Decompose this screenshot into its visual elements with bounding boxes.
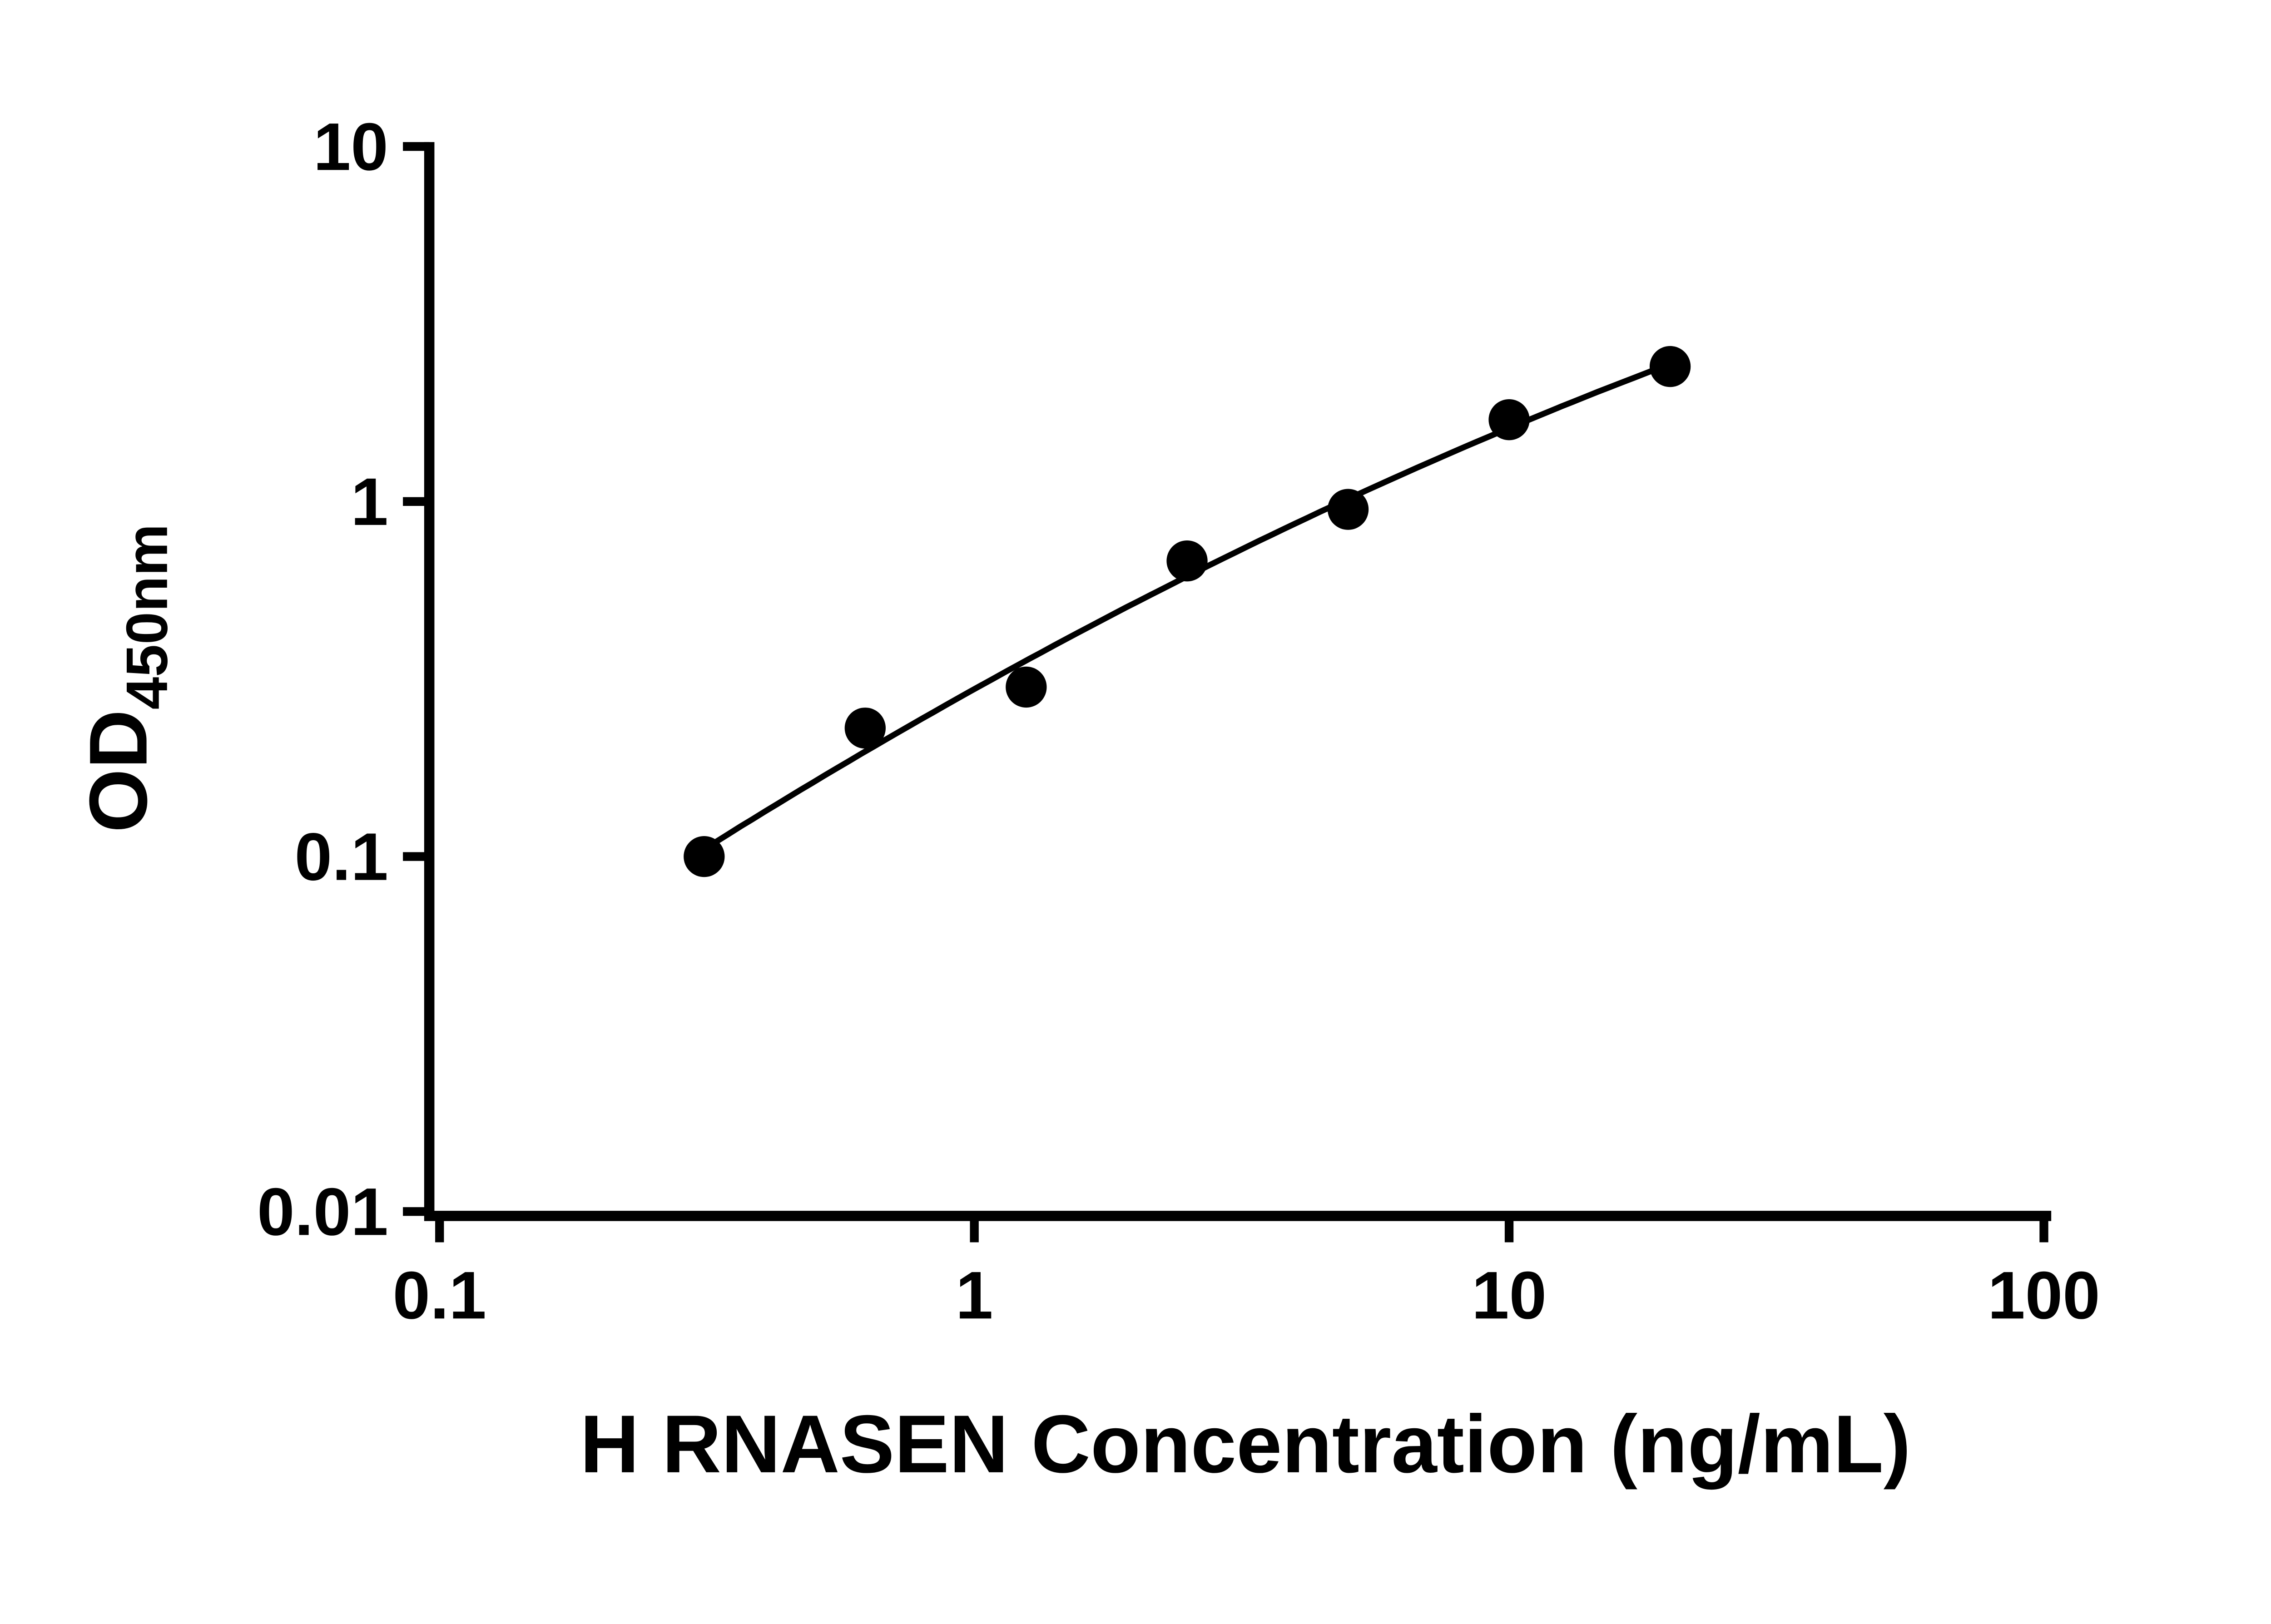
data-point <box>1006 666 1047 708</box>
y-tick-label: 10 <box>313 109 388 184</box>
fit-curve <box>701 361 1673 852</box>
y-axis-title: OD450nm <box>73 524 180 833</box>
y-tick-label: 1 <box>351 465 388 540</box>
data-point <box>1166 540 1208 582</box>
x-axis-title: H RNASEN Concentration (ng/mL) <box>580 1398 1911 1490</box>
data-point <box>1649 346 1691 387</box>
x-tick-label: 0.1 <box>393 1258 486 1333</box>
y-axis-title-main: OD <box>73 709 164 832</box>
x-tick-label: 100 <box>1988 1258 2100 1333</box>
data-point <box>844 708 886 749</box>
data-point <box>1488 399 1530 441</box>
figure: 0.1 1 10 100 0.01 0.1 1 10 H RNASEN Concentrati… <box>72 109 2100 1490</box>
x-tick-label: 1 <box>956 1258 993 1333</box>
data-point <box>1327 489 1369 530</box>
data-point <box>684 836 725 877</box>
axis-lines <box>424 142 2052 1221</box>
y-axis-title-sub: 450nm <box>114 524 180 710</box>
y-tick-label: 0.01 <box>257 1174 388 1249</box>
x-tick-label: 10 <box>1472 1258 1547 1333</box>
y-tick-label: 0.1 <box>295 820 388 895</box>
